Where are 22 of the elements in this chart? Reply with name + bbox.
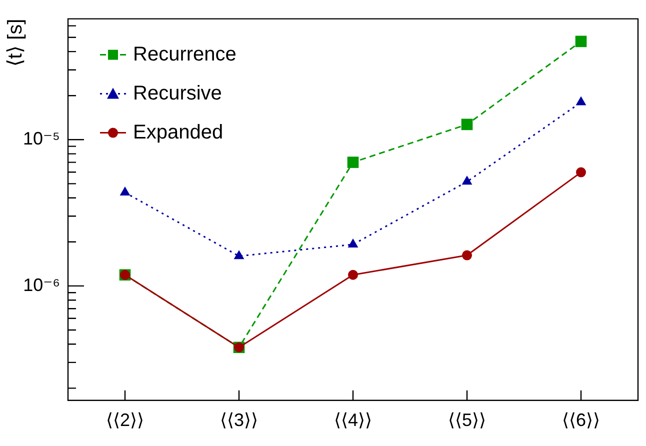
x-tick-label: ⟨⟨4⟩⟩ xyxy=(334,410,372,430)
point xyxy=(120,186,130,196)
y-tick-label: 10⁻⁶ xyxy=(23,274,60,295)
point xyxy=(461,118,473,130)
x-tick-label: ⟨⟨3⟩⟩ xyxy=(220,410,258,430)
x-tick-label: ⟨⟨2⟩⟩ xyxy=(106,410,144,430)
point xyxy=(462,250,472,260)
legend-label: Recursive xyxy=(133,82,222,104)
point xyxy=(347,156,359,168)
point xyxy=(576,96,586,106)
y-tick-label: 10⁻⁵ xyxy=(23,128,60,149)
legend-label: Recurrence xyxy=(133,43,236,66)
legend-label: Expanded xyxy=(133,121,224,144)
point xyxy=(575,36,587,48)
point xyxy=(462,176,472,185)
point xyxy=(576,167,586,178)
y-axis-title: ⟨t⟩ [s] xyxy=(4,18,27,67)
x-tick-label: ⟨⟨6⟩⟩ xyxy=(562,410,600,430)
x-tick-label: ⟨⟨5⟩⟩ xyxy=(448,410,486,430)
point xyxy=(234,250,244,260)
point xyxy=(348,238,358,248)
point xyxy=(348,270,358,280)
